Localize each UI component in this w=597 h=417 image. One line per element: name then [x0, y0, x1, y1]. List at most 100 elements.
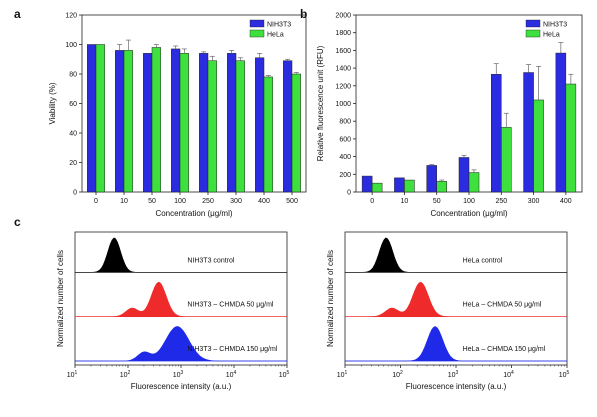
- bar: [555, 52, 567, 193]
- legend-swatch: [525, 29, 541, 38]
- bar: [394, 177, 405, 193]
- bar: [143, 53, 153, 193]
- y-tick-label: 400: [339, 154, 351, 161]
- y-tick-label: 600: [339, 136, 351, 143]
- fluorescence-chart: 0 200 400 600 800 1000 1200 1400 1600 1800 2000 0 10…: [316, 13, 583, 218]
- tick-exponent: 3: [181, 370, 184, 376]
- x-tick-label: 0: [94, 198, 98, 205]
- x-tick-label: 300: [528, 198, 540, 205]
- x-axis-label: Fluorescence intensity (a.u.): [131, 382, 232, 391]
- bar: [87, 44, 97, 193]
- flow-histogram-hela: HeLa control HeLa – CHMDA 50 μg/ml HeLa – …: [326, 231, 570, 391]
- panel-label-a: a: [14, 7, 21, 21]
- y-tick-label: 100: [65, 42, 77, 49]
- panel-label-b: b: [300, 7, 307, 21]
- tick-exponent: 4: [234, 370, 237, 376]
- bar: [151, 47, 161, 193]
- legend-swatch: [525, 19, 541, 28]
- x-tick-label: 250: [495, 198, 507, 205]
- legend-label: HeLa: [543, 32, 560, 39]
- tick-exponent: 1: [75, 370, 78, 376]
- y-axis-label: Normalized number of cells: [56, 250, 65, 347]
- bar: [263, 76, 273, 193]
- tick-base: 10: [173, 372, 181, 379]
- bar: [95, 44, 105, 193]
- x-tick-label: 102: [120, 370, 131, 379]
- panel-label-c: c: [14, 215, 21, 229]
- x-tick-label: 10: [120, 198, 128, 205]
- viability-chart: 0 20 40 60 80 100 120 0 10 50 100 250 300 400 500 Conce…: [48, 13, 307, 218]
- x-tick-label: 101: [67, 370, 78, 379]
- bar: [227, 53, 237, 193]
- tick-base: 10: [503, 372, 511, 379]
- tick-exponent: 1: [345, 370, 348, 376]
- x-tick-label: 105: [559, 370, 570, 379]
- bar: [468, 172, 480, 193]
- x-tick-label: 500: [286, 198, 298, 205]
- y-tick-label: 80: [69, 72, 77, 79]
- tick-base: 10: [67, 372, 75, 379]
- flow-histogram-nih3t3: NIH3T3 control NIH3T3 – CHMDA 50 μg/ml NIH…: [56, 231, 290, 391]
- x-tick-label: 10: [401, 198, 409, 205]
- y-axis-label: Normalized number of cells: [326, 250, 335, 347]
- tick-exponent: 3: [456, 370, 459, 376]
- bar: [565, 83, 577, 193]
- y-tick-label: 20: [69, 160, 77, 167]
- x-tick-label: 100: [463, 198, 475, 205]
- y-tick-label: 1600: [335, 48, 351, 55]
- x-axis-label: Concentration (μg/ml): [155, 209, 232, 218]
- histogram-trace: [74, 281, 288, 317]
- y-tick-label: 0: [347, 190, 351, 197]
- y-tick-label: 1200: [335, 83, 351, 90]
- y-tick-label: 200: [339, 172, 351, 179]
- bar: [436, 181, 447, 193]
- tick-exponent: 5: [287, 370, 290, 376]
- bar: [115, 50, 125, 193]
- histogram-trace: [74, 237, 288, 273]
- y-tick-label: 1400: [335, 66, 351, 73]
- x-tick-label: 400: [258, 198, 270, 205]
- x-tick-label: 104: [226, 370, 237, 379]
- bar: [291, 73, 301, 193]
- tick-base: 10: [226, 372, 234, 379]
- bar: [458, 157, 470, 193]
- x-tick-label: 50: [433, 198, 441, 205]
- x-tick-label: 103: [448, 370, 459, 379]
- bar: [123, 50, 133, 193]
- x-tick-label: 103: [173, 370, 184, 379]
- trace-label: NIH3T3 control: [187, 257, 235, 264]
- y-tick-label: 2000: [335, 13, 351, 20]
- bar: [404, 179, 415, 193]
- tick-base: 10: [448, 372, 456, 379]
- trace-label: HeLa – CHMDA 150 μg/ml: [463, 346, 546, 353]
- tick-exponent: 5: [567, 370, 570, 376]
- x-axis-label: Concentration (μg/ml): [430, 209, 507, 218]
- bar: [179, 53, 189, 193]
- bar: [426, 165, 437, 193]
- x-tick-label: 50: [148, 198, 156, 205]
- trace-label: NIH3T3 – CHMDA 50 μg/ml: [187, 302, 274, 309]
- y-tick-label: 0: [73, 190, 77, 197]
- x-tick-label: 300: [230, 198, 242, 205]
- trace-label: NIH3T3 – CHMDA 150 μg/ml: [187, 346, 277, 353]
- legend-label: HeLa: [267, 32, 284, 39]
- tick-exponent: 2: [128, 370, 131, 376]
- bar: [523, 72, 534, 193]
- bar: [361, 175, 373, 193]
- tick-base: 10: [279, 372, 287, 379]
- bar: [533, 99, 544, 193]
- bar: [283, 60, 293, 193]
- tick-exponent: 4: [511, 370, 514, 376]
- x-tick-label: 0: [370, 198, 374, 205]
- bar: [491, 74, 502, 193]
- y-tick-label: 1800: [335, 30, 351, 37]
- bar: [199, 53, 209, 193]
- x-tick-label: 250: [202, 198, 214, 205]
- legend-swatch: [249, 19, 265, 28]
- y-tick-label: 120: [65, 13, 77, 20]
- bar: [207, 60, 217, 193]
- x-tick-label: 104: [503, 370, 514, 379]
- tick-base: 10: [120, 372, 128, 379]
- y-axis-label: Relative fluorescence unit (RFU): [316, 45, 325, 161]
